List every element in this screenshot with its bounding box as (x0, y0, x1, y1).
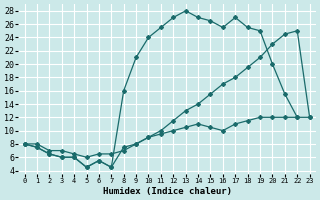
X-axis label: Humidex (Indice chaleur): Humidex (Indice chaleur) (103, 187, 232, 196)
